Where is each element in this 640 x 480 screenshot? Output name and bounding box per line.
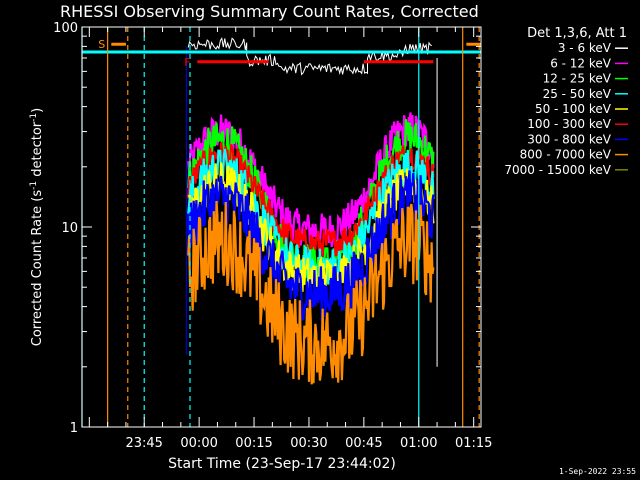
- series-layer: [185, 37, 438, 385]
- legend-label: 3 - 6 keV: [558, 41, 612, 55]
- ticks-layer: 1 10 100 23:45 00:00 00:15 00:30 00:45 01:00 01:1…: [53, 21, 492, 451]
- overlay-layer: SF: [81, 27, 481, 427]
- x-tick-label: 00:45: [345, 436, 382, 451]
- x-tick-label: 00:30: [290, 436, 327, 451]
- band-5: [187, 170, 435, 322]
- y-label-mid: detector: [30, 121, 45, 181]
- band-6: [187, 200, 435, 385]
- x-tick-label: 00:00: [180, 436, 217, 451]
- y-axis-label: Corrected Count Rate (s-1 detector-1): [29, 108, 45, 346]
- x-tick-label: 00:15: [235, 436, 272, 451]
- y-tick-label: 100: [53, 21, 78, 36]
- top-trace: [187, 37, 432, 76]
- x-tick-label: 01:00: [400, 436, 437, 451]
- legend-label: 12 - 25 keV: [543, 72, 612, 86]
- legend-label: 100 - 300 keV: [527, 117, 611, 131]
- y-label-sup-2: -1: [29, 113, 39, 122]
- y-label-suffix: ): [30, 108, 45, 113]
- y-tick-label: 1: [70, 421, 78, 436]
- legend-label: 25 - 50 keV: [543, 87, 612, 101]
- x-tick-label: 01:15: [455, 436, 492, 451]
- legend-label: 300 - 800 keV: [527, 132, 611, 146]
- y-label-sup-1: -1: [29, 181, 39, 190]
- band-0: [187, 112, 435, 248]
- flag-F-label: F: [184, 56, 190, 69]
- legend-title: Det 1,3,6, Att 1: [527, 26, 627, 41]
- x-tick-label: 23:45: [125, 436, 162, 451]
- footer-date: 1-Sep-2022 23:55: [559, 467, 636, 476]
- legend-label: 6 - 12 keV: [550, 56, 612, 70]
- legend-label: 50 - 100 keV: [535, 102, 612, 116]
- legend-label: 800 - 7000 keV: [520, 148, 612, 162]
- chart-title: RHESSI Observing Summary Count Rates, Co…: [60, 2, 479, 21]
- legend-label: 7000 - 15000 keV: [504, 163, 611, 177]
- x-axis-label: Start Time (23-Sep-17 23:44:02): [168, 456, 396, 472]
- flag-S-label: S: [98, 38, 105, 51]
- y-tick-label: 10: [61, 221, 78, 236]
- y-label-prefix: Corrected Count Rate (s: [30, 190, 45, 347]
